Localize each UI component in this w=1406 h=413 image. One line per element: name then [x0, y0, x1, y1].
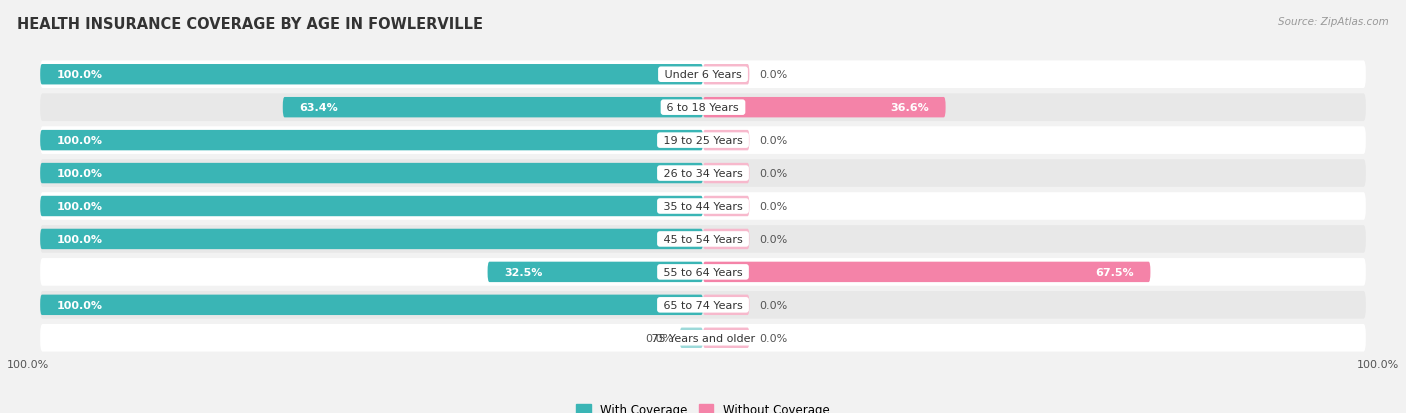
Text: 67.5%: 67.5%	[1095, 267, 1133, 277]
FancyBboxPatch shape	[703, 295, 749, 315]
FancyBboxPatch shape	[703, 164, 749, 184]
FancyBboxPatch shape	[41, 259, 1365, 286]
FancyBboxPatch shape	[703, 229, 749, 249]
Text: 100.0%: 100.0%	[56, 300, 103, 310]
Text: 0.0%: 0.0%	[645, 333, 673, 343]
Text: 45 to 54 Years: 45 to 54 Years	[659, 234, 747, 244]
FancyBboxPatch shape	[41, 324, 1365, 352]
FancyBboxPatch shape	[41, 61, 1365, 89]
FancyBboxPatch shape	[41, 94, 1365, 122]
Text: 100.0%: 100.0%	[56, 136, 103, 146]
FancyBboxPatch shape	[703, 65, 749, 85]
Text: 35 to 44 Years: 35 to 44 Years	[659, 202, 747, 211]
Text: Source: ZipAtlas.com: Source: ZipAtlas.com	[1278, 17, 1389, 26]
FancyBboxPatch shape	[488, 262, 703, 282]
FancyBboxPatch shape	[41, 229, 703, 249]
Text: 36.6%: 36.6%	[890, 103, 929, 113]
Text: 75 Years and older: 75 Years and older	[648, 333, 758, 343]
Text: Under 6 Years: Under 6 Years	[661, 70, 745, 80]
FancyBboxPatch shape	[41, 196, 703, 217]
FancyBboxPatch shape	[41, 291, 1365, 319]
Text: 100.0%: 100.0%	[56, 202, 103, 211]
FancyBboxPatch shape	[681, 328, 703, 348]
Text: 0.0%: 0.0%	[759, 136, 787, 146]
FancyBboxPatch shape	[41, 225, 1365, 253]
Text: 32.5%: 32.5%	[505, 267, 543, 277]
FancyBboxPatch shape	[283, 98, 703, 118]
Text: 100.0%: 100.0%	[56, 234, 103, 244]
Text: 19 to 25 Years: 19 to 25 Years	[659, 136, 747, 146]
Text: 65 to 74 Years: 65 to 74 Years	[659, 300, 747, 310]
FancyBboxPatch shape	[41, 127, 1365, 154]
FancyBboxPatch shape	[703, 328, 749, 348]
FancyBboxPatch shape	[703, 98, 946, 118]
Text: HEALTH INSURANCE COVERAGE BY AGE IN FOWLERVILLE: HEALTH INSURANCE COVERAGE BY AGE IN FOWL…	[17, 17, 482, 31]
Text: 100.0%: 100.0%	[56, 70, 103, 80]
Text: 100.0%: 100.0%	[1357, 359, 1399, 369]
Legend: With Coverage, Without Coverage: With Coverage, Without Coverage	[572, 398, 834, 413]
Text: 0.0%: 0.0%	[759, 234, 787, 244]
Text: 0.0%: 0.0%	[759, 333, 787, 343]
Text: 0.0%: 0.0%	[759, 202, 787, 211]
FancyBboxPatch shape	[703, 196, 749, 217]
FancyBboxPatch shape	[41, 65, 703, 85]
FancyBboxPatch shape	[41, 295, 703, 315]
Text: 55 to 64 Years: 55 to 64 Years	[659, 267, 747, 277]
Text: 100.0%: 100.0%	[7, 359, 49, 369]
Text: 63.4%: 63.4%	[299, 103, 337, 113]
Text: 0.0%: 0.0%	[759, 169, 787, 179]
FancyBboxPatch shape	[41, 193, 1365, 220]
Text: 100.0%: 100.0%	[56, 169, 103, 179]
FancyBboxPatch shape	[41, 131, 703, 151]
FancyBboxPatch shape	[703, 262, 1150, 282]
Text: 0.0%: 0.0%	[759, 70, 787, 80]
FancyBboxPatch shape	[41, 164, 703, 184]
Text: 0.0%: 0.0%	[759, 300, 787, 310]
Text: 26 to 34 Years: 26 to 34 Years	[659, 169, 747, 179]
FancyBboxPatch shape	[41, 160, 1365, 188]
Text: 6 to 18 Years: 6 to 18 Years	[664, 103, 742, 113]
FancyBboxPatch shape	[703, 131, 749, 151]
